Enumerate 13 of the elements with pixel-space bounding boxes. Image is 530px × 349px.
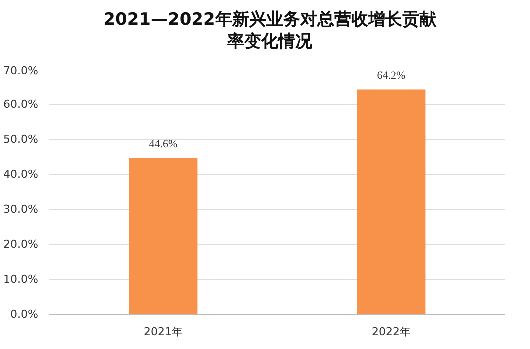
y-tick-label: 20.0% bbox=[4, 238, 39, 251]
data-label: 44.6% bbox=[149, 138, 178, 150]
y-tick-label: 0.0% bbox=[10, 308, 39, 321]
y-tick-label: 40.0% bbox=[4, 168, 39, 181]
data-label: 64.2% bbox=[377, 70, 406, 82]
y-tick-label: 30.0% bbox=[4, 203, 39, 216]
x-tick-label: 2022年 bbox=[372, 326, 412, 338]
x-tick-label: 2021年 bbox=[144, 326, 184, 338]
y-tick-label: 70.0% bbox=[4, 64, 39, 78]
y-tick-label: 50.0% bbox=[4, 133, 39, 146]
chart-title: 2021—2022年新兴业务对总营收增长贡献率变化情况 bbox=[102, 9, 438, 54]
y-tick-label: 60.0% bbox=[4, 98, 39, 111]
y-tick-label: 10.0% bbox=[4, 273, 39, 286]
